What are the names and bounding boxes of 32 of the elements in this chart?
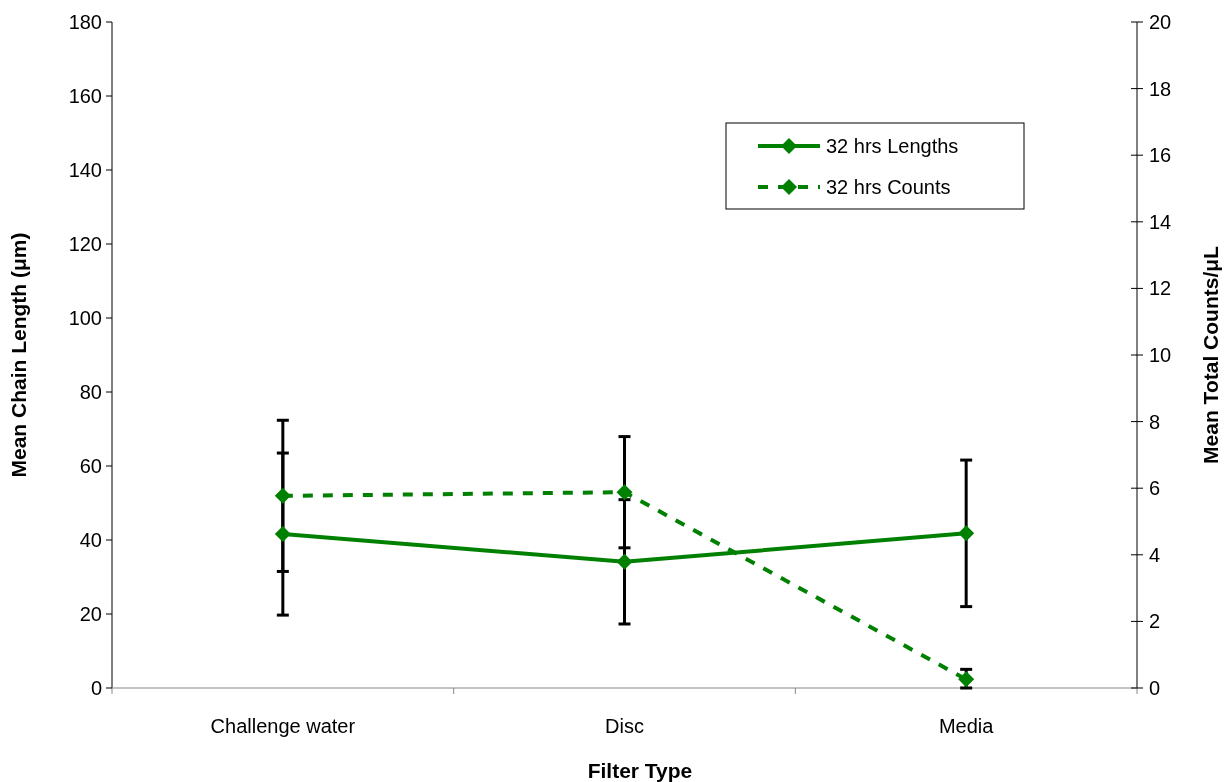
y2-tick-label: 10	[1149, 344, 1172, 366]
y-tick-label: 180	[68, 11, 102, 33]
y-tick-label: 80	[79, 381, 102, 403]
y2-tick-label: 4	[1149, 543, 1161, 566]
x-tick-label: Challenge water	[210, 715, 356, 737]
y2-tick-label: 18	[1149, 77, 1172, 100]
y2-tick-label: 8	[1149, 410, 1161, 433]
y-tick-label: 160	[68, 85, 102, 107]
y2-tick-label: 20	[1149, 11, 1172, 33]
y-tick-label: 0	[90, 677, 102, 699]
y2-tick-label: 6	[1149, 477, 1161, 500]
y2-tick-label: 2	[1149, 610, 1161, 633]
y-tick-label: 60	[79, 455, 102, 477]
y2-tick-label: 12	[1149, 277, 1172, 300]
x-axis-title: Filter Type	[587, 759, 693, 782]
y2-axis-title: Mean Total Counts/μL	[1199, 245, 1222, 464]
point	[616, 484, 633, 501]
y-tick-label: 20	[79, 603, 102, 625]
point	[958, 671, 975, 688]
y-tick-label: 40	[79, 529, 102, 551]
y-tick-label: 140	[68, 159, 102, 181]
y2-tick-label: 0	[1149, 677, 1161, 699]
point	[274, 487, 291, 504]
x-tick-label: Disc	[605, 715, 644, 737]
y2-tick-label: 14	[1149, 210, 1172, 233]
x-tick-label: Media	[938, 715, 995, 737]
legend-label: 32 hrs Lengths	[826, 135, 959, 157]
y2-tick-label: 16	[1149, 144, 1172, 167]
y-tick-label: 120	[68, 233, 102, 255]
y-tick-label: 100	[68, 307, 102, 329]
y-axis-title: Mean Chain Length (μm)	[7, 232, 30, 478]
legend-label: 32 hrs Counts	[826, 176, 951, 198]
